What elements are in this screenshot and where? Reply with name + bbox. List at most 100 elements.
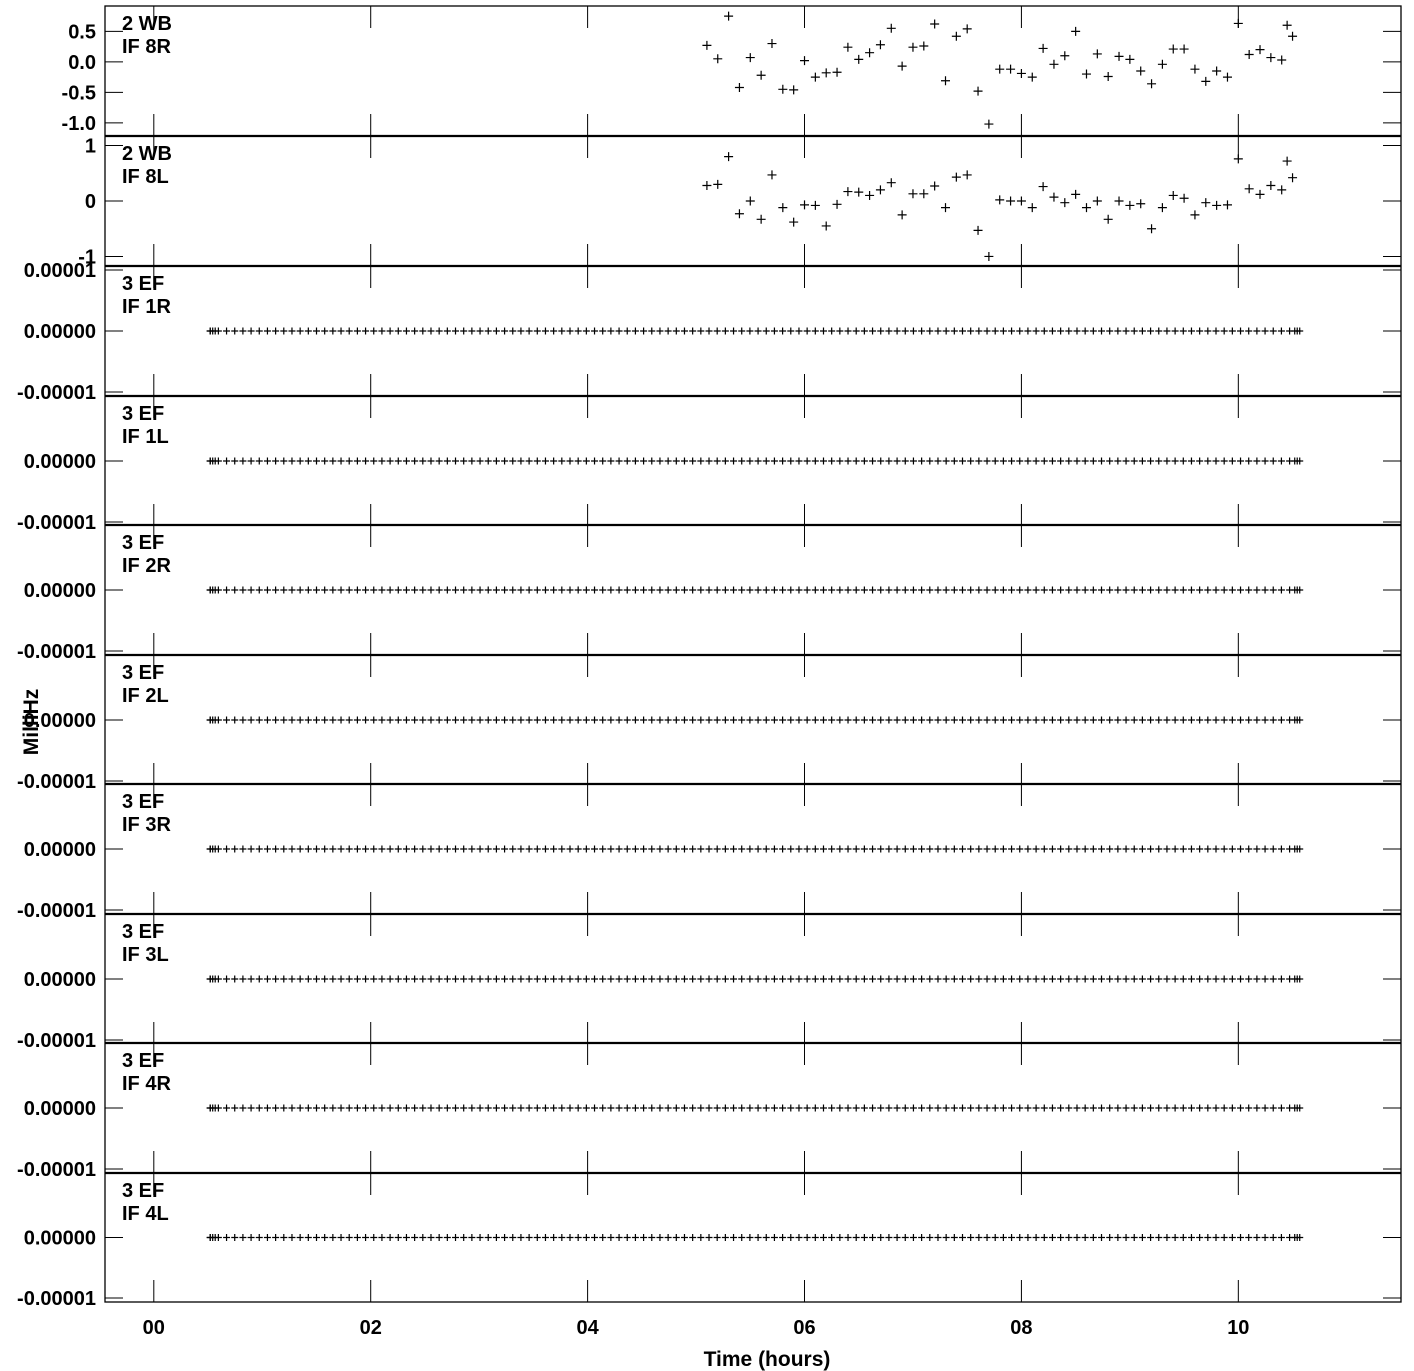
data-point [1114, 457, 1122, 465]
data-point [476, 845, 484, 853]
data-point [869, 716, 877, 724]
data-point [918, 845, 926, 853]
data-point [656, 975, 664, 983]
data-point [656, 586, 664, 594]
data-point [1204, 1234, 1212, 1241]
data-point [631, 327, 639, 335]
data-point [770, 586, 778, 594]
data-point [819, 457, 827, 465]
data-point [713, 1234, 721, 1241]
data-point [1212, 586, 1220, 594]
data-point [337, 327, 345, 335]
data-point [452, 1234, 460, 1241]
data-point [803, 457, 811, 465]
data-point [231, 1234, 239, 1241]
data-point [443, 327, 451, 335]
data-point [525, 1234, 533, 1241]
data-point [1201, 198, 1211, 208]
data-point [754, 586, 762, 594]
data-point [1168, 44, 1178, 54]
data-point [877, 716, 885, 724]
data-point [1220, 1234, 1228, 1241]
data-point [566, 1104, 574, 1112]
data-point [1233, 18, 1243, 28]
data-point [1220, 586, 1228, 594]
data-point [509, 1234, 517, 1241]
data-point [893, 1234, 901, 1241]
data-point [1106, 1104, 1114, 1112]
data-point [321, 457, 329, 465]
data-point [975, 1234, 983, 1241]
data-point [607, 845, 615, 853]
data-point [901, 845, 909, 853]
data-point [263, 327, 271, 335]
data-point [664, 1234, 672, 1241]
data-point [860, 716, 868, 724]
data-point [484, 716, 492, 724]
data-point [852, 1234, 860, 1241]
data-point [984, 251, 994, 261]
data-point [1098, 975, 1106, 983]
data-point [959, 586, 967, 594]
data-point [854, 187, 864, 197]
data-point [247, 845, 255, 853]
y-tick-label: -1 [78, 246, 96, 268]
data-point [476, 975, 484, 983]
y-tick-label: -1.0 [62, 113, 96, 135]
data-point [1138, 457, 1146, 465]
data-point [211, 716, 219, 724]
data-point [1008, 586, 1016, 594]
data-point [865, 48, 875, 58]
data-point [402, 327, 410, 335]
data-point [789, 85, 799, 95]
data-point [1282, 20, 1292, 30]
data-point [672, 586, 680, 594]
data-point [1027, 203, 1037, 213]
data-point [819, 1104, 827, 1112]
data-point [721, 716, 729, 724]
data-point [811, 845, 819, 853]
data-point [918, 975, 926, 983]
data-point [525, 975, 533, 983]
data-point [697, 845, 705, 853]
data-point [901, 327, 909, 335]
data-point [787, 975, 795, 983]
data-point [1147, 1104, 1155, 1112]
data-point [1016, 1234, 1024, 1241]
data-point [852, 975, 860, 983]
data-point [353, 457, 361, 465]
data-point [689, 327, 697, 335]
data-point [402, 975, 410, 983]
data-point [1222, 72, 1232, 82]
data-point [492, 975, 500, 983]
data-point [468, 327, 476, 335]
data-point [1122, 586, 1130, 594]
data-point [582, 716, 590, 724]
panel-label-line1: 3 EF [122, 1180, 164, 1202]
data-point [1024, 327, 1032, 335]
data-point [795, 457, 803, 465]
data-point [843, 42, 853, 52]
data-point [1261, 1104, 1269, 1112]
data-point [942, 1234, 950, 1241]
data-point [1122, 327, 1130, 335]
data-point [1277, 716, 1285, 724]
data-point [255, 845, 263, 853]
data-point [995, 64, 1005, 74]
data-point [934, 1234, 942, 1241]
data-point [296, 586, 304, 594]
data-point [211, 1104, 219, 1112]
data-point [468, 457, 476, 465]
data-point [313, 327, 321, 335]
data-point [1228, 975, 1236, 983]
data-point [1114, 1234, 1122, 1241]
data-point [1296, 586, 1304, 594]
data-point [533, 716, 541, 724]
data-point [754, 716, 762, 724]
data-point [803, 327, 811, 335]
data-point [247, 1104, 255, 1112]
data-point [1147, 79, 1157, 89]
data-point [1057, 586, 1065, 594]
panel-label-line2: IF 3L [122, 944, 169, 966]
data-point [623, 975, 631, 983]
